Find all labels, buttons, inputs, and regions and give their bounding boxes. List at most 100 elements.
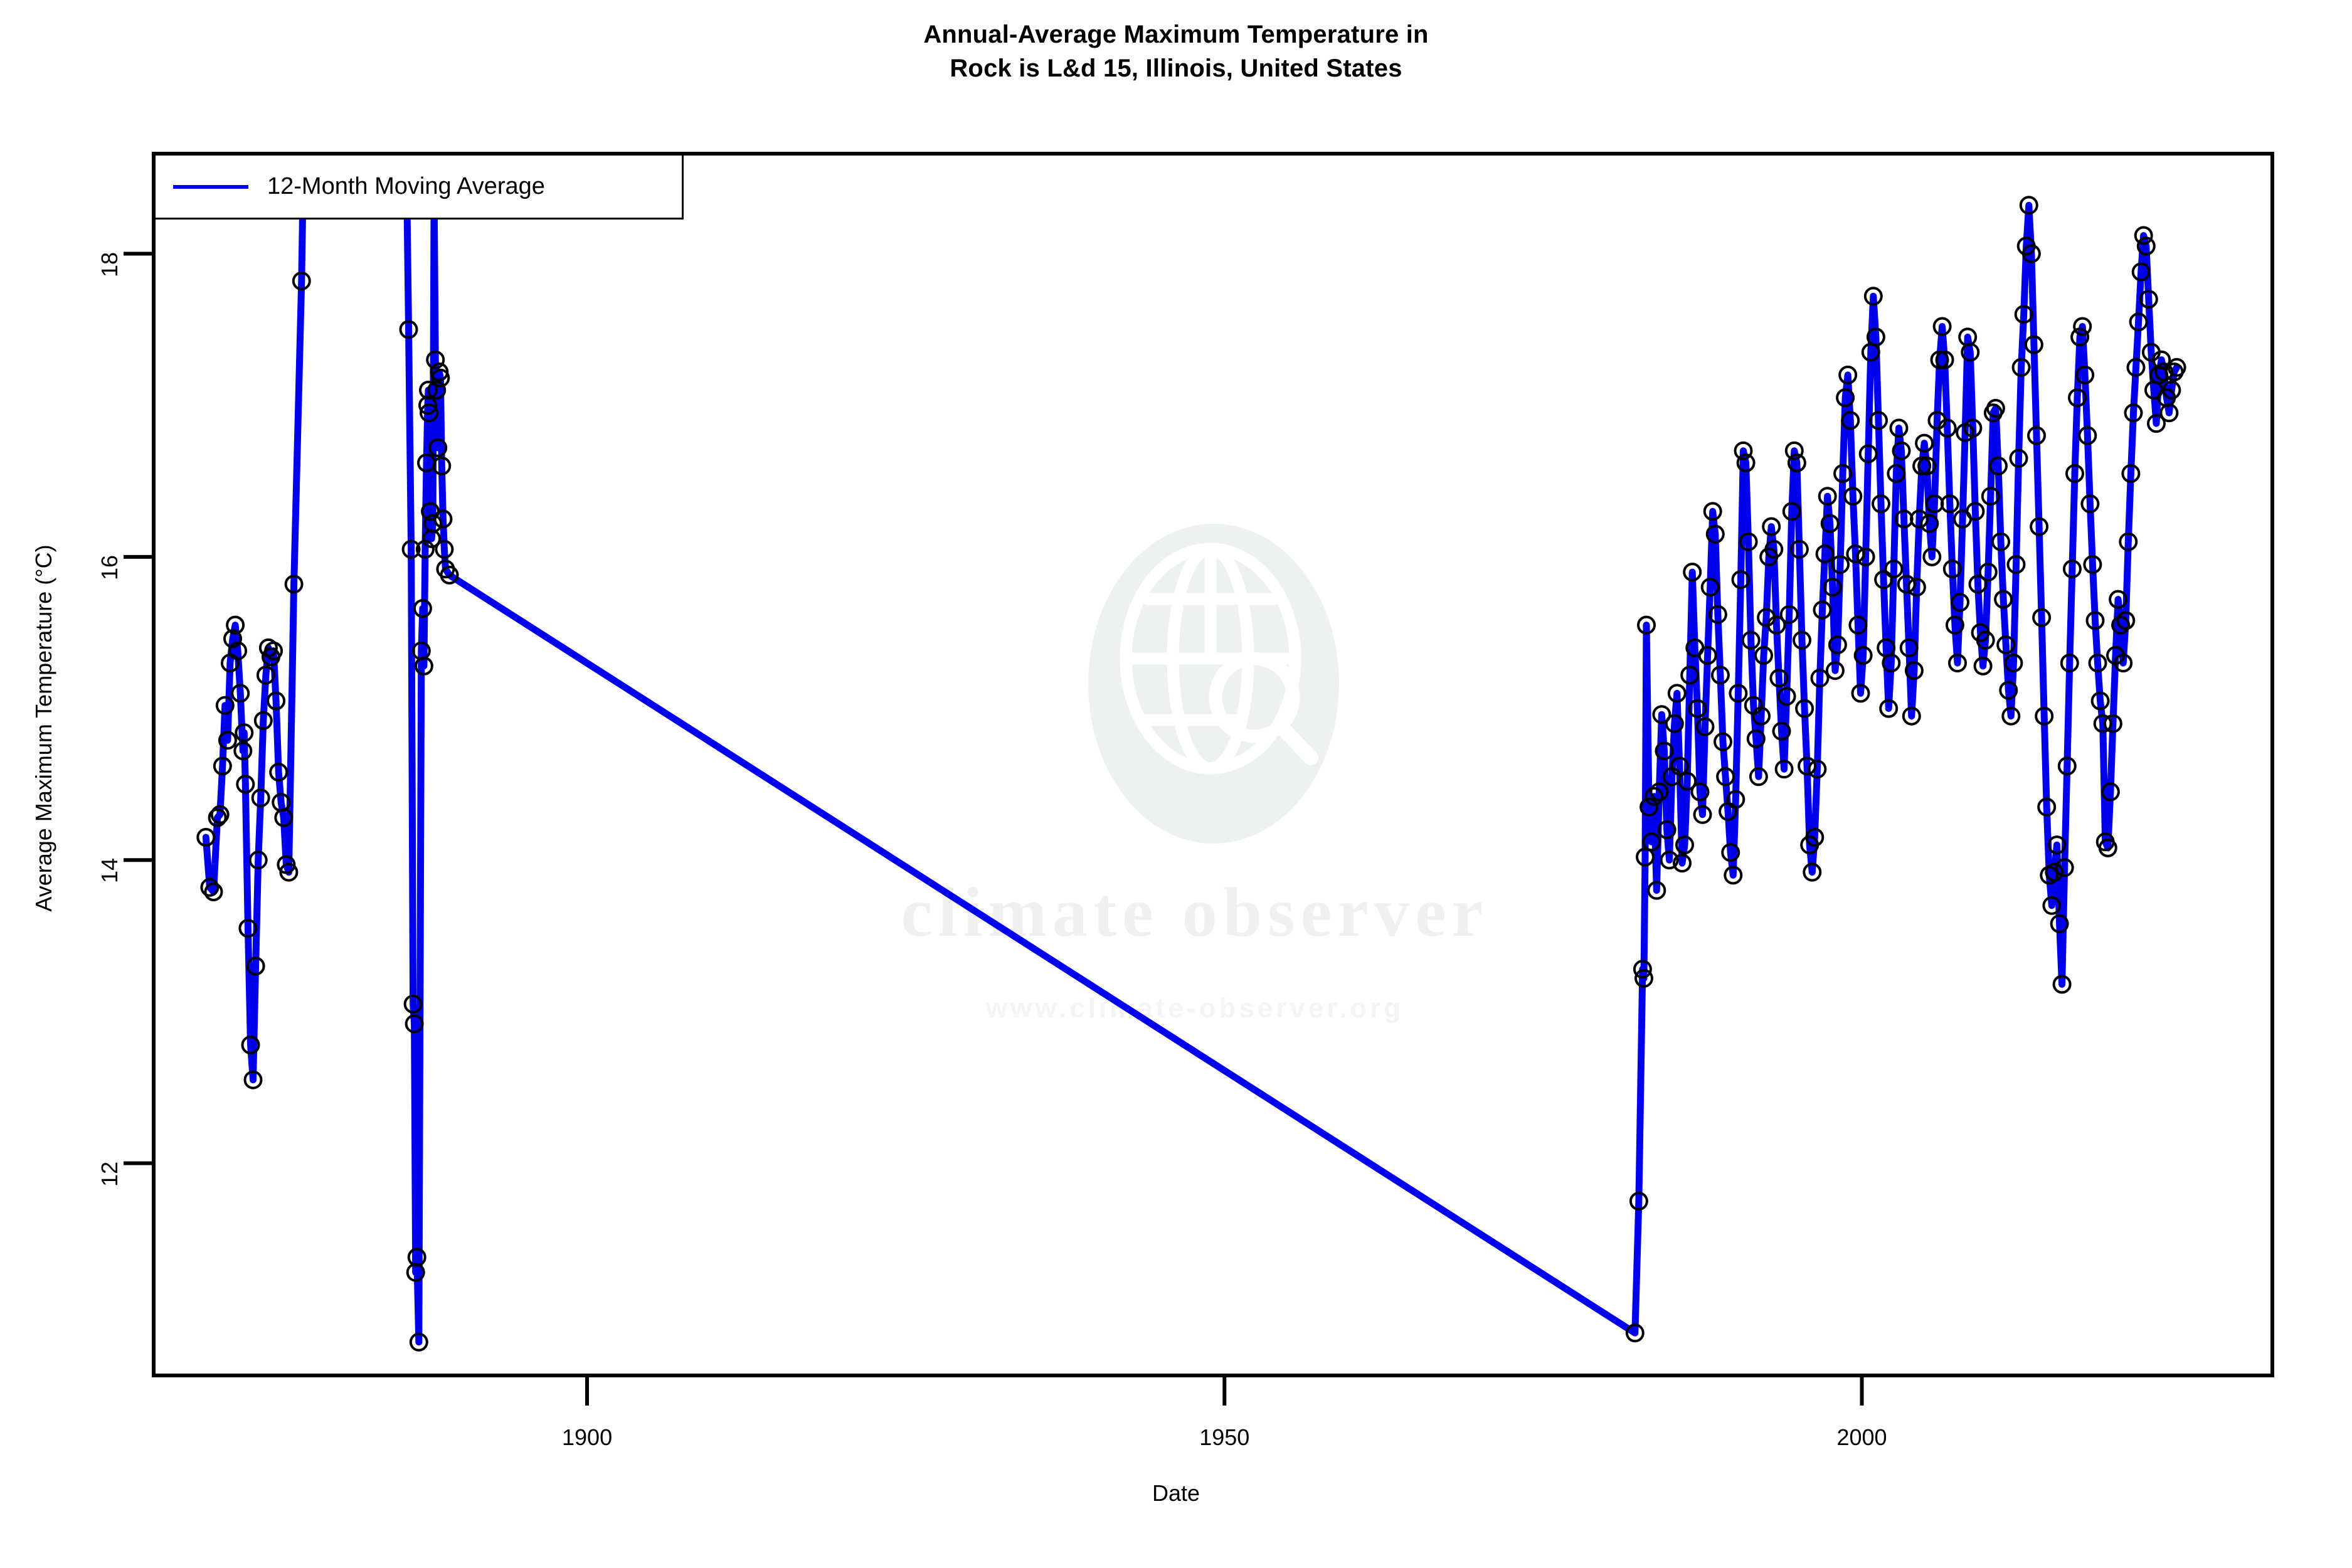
data-point-marker — [1825, 661, 1845, 681]
data-point-marker — [215, 696, 235, 715]
data-point-marker — [1945, 615, 1964, 635]
data-point-marker — [1680, 665, 1700, 685]
data-point-marker — [1810, 669, 1830, 688]
data-point-marker — [2060, 654, 2079, 673]
data-point-marker — [243, 1070, 263, 1089]
data-point-marker — [1774, 760, 1794, 779]
data-point-marker — [1721, 843, 1740, 862]
data-point-marker — [433, 509, 453, 529]
data-point-marker — [1650, 782, 1669, 802]
data-point-marker — [2019, 196, 2038, 215]
data-point-marker — [1838, 365, 1858, 384]
legend-label: 12-Month Moving Average — [267, 173, 545, 199]
data-series-layer — [196, 154, 2186, 1352]
data-point-marker — [2021, 244, 2041, 263]
y-tick-label: 14 — [97, 858, 122, 884]
data-point-marker — [1789, 539, 1809, 559]
data-point-marker — [2037, 797, 2057, 817]
data-point-marker — [1675, 835, 1694, 855]
data-point-marker — [1762, 517, 1781, 536]
data-point-marker — [2075, 365, 2095, 384]
data-point-marker — [264, 641, 283, 660]
data-point-marker — [1714, 732, 1732, 751]
data-point-marker — [235, 723, 254, 743]
data-point-marker — [1948, 654, 1967, 673]
legend[interactable]: 12-Month Moving Average — [154, 154, 684, 220]
data-point-marker — [1754, 646, 1773, 665]
data-point-marker — [1836, 388, 1855, 408]
data-point-marker — [1942, 559, 1962, 579]
data-point-marker — [2147, 414, 2166, 433]
data-point-marker — [1647, 881, 1666, 900]
data-point-marker — [2027, 426, 2046, 445]
data-point-marker — [1729, 684, 1748, 703]
data-point-marker — [1902, 706, 1921, 726]
data-point-marker — [226, 615, 245, 635]
data-point-marker — [1690, 782, 1710, 802]
data-point-marker — [208, 808, 227, 827]
data-point-marker — [2116, 611, 2136, 630]
data-point-marker — [256, 665, 275, 685]
data-point-marker — [1912, 456, 1932, 475]
data-point-marker — [1818, 487, 1837, 506]
data-point-marker — [2068, 388, 2087, 408]
data-point-marker — [1798, 756, 1817, 776]
data-point-marker — [2011, 358, 2031, 377]
data-point-marker — [1892, 441, 1911, 460]
data-point-marker — [1846, 544, 1865, 564]
data-point-marker — [1636, 847, 1655, 867]
watermark: climate observer www.climate-observer.or… — [901, 524, 1483, 1024]
data-point-marker — [1874, 570, 1894, 590]
data-point-marker — [1996, 635, 2016, 655]
data-point-marker — [1907, 578, 1926, 597]
data-point-marker — [1961, 342, 1980, 362]
data-point-marker — [1678, 771, 1697, 791]
data-point-marker — [2032, 608, 2052, 627]
data-point-marker — [1767, 615, 1786, 635]
data-point-marker — [1879, 699, 1899, 718]
data-point-marker — [1698, 646, 1717, 665]
data-point-marker — [1693, 805, 1712, 824]
data-point-marker — [2136, 236, 2156, 256]
data-point-marker — [1823, 578, 1842, 597]
data-point-marker — [426, 350, 445, 369]
data-point-marker — [2124, 403, 2143, 423]
data-point-marker — [409, 1332, 428, 1352]
data-point-marker — [1989, 456, 2008, 475]
data-point-marker — [1808, 760, 1827, 779]
data-point-marker — [2167, 358, 2186, 377]
data-point-marker — [1813, 600, 1832, 620]
legend-color-swatch — [173, 184, 248, 189]
data-point-marker — [1937, 418, 1957, 438]
data-point-marker — [1782, 502, 1801, 521]
data-point-marker — [1920, 514, 1939, 533]
data-point-marker — [1869, 411, 1888, 430]
data-point-marker — [269, 763, 289, 782]
data-point-marker — [238, 919, 258, 938]
data-point-marker — [1828, 635, 1847, 655]
data-point-marker — [1889, 418, 1909, 438]
data-point-marker — [1887, 464, 1906, 483]
data-point-marker — [1625, 1323, 1645, 1343]
data-point-marker — [1815, 544, 1835, 564]
data-point-marker — [248, 850, 268, 870]
data-point-marker — [1777, 687, 1796, 706]
data-point-marker — [228, 641, 248, 660]
data-point-marker — [1963, 418, 1983, 438]
data-point-marker — [2121, 464, 2141, 483]
data-point-marker — [2055, 858, 2074, 877]
data-point-marker — [2154, 363, 2174, 381]
data-point-marker — [1803, 862, 1822, 882]
x-tick-label: 1950 — [1199, 1424, 1250, 1450]
data-point-marker — [1991, 532, 2011, 551]
data-point-marker — [1629, 1192, 1648, 1211]
data-point-marker — [2100, 782, 2120, 802]
data-point-marker — [2001, 706, 2021, 726]
data-point-marker — [1670, 756, 1689, 776]
data-point-marker — [2083, 555, 2102, 574]
data-point-marker — [251, 788, 270, 808]
data-point-marker — [1976, 630, 1995, 650]
data-point-marker — [274, 808, 294, 827]
data-point-marker — [1951, 593, 1969, 612]
